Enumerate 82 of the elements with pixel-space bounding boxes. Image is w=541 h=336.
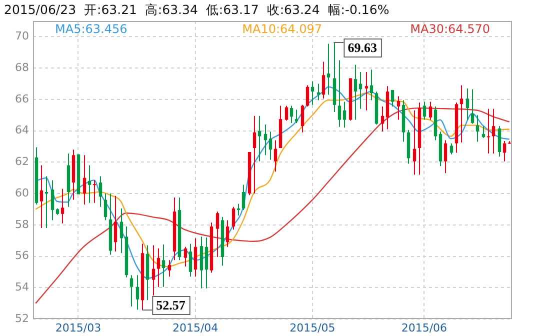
y-tick-label: 54 [15,280,29,294]
candlestick [188,243,192,278]
y-tick-label: 58 [15,218,29,231]
candlestick [460,84,464,144]
x-tick-label: 2015/05 [290,321,336,334]
candlestick [194,238,198,278]
candlestick [120,208,124,254]
candlestick [428,101,432,120]
candlestick [450,142,454,155]
candlestick [492,108,496,154]
candlestick [60,188,64,224]
candlestick [364,71,368,111]
text: MA30:64.570 [410,22,490,36]
candlestick [162,244,166,288]
candlestick [242,184,246,210]
candlestick [82,154,86,206]
candlestick [284,105,288,122]
candlestick [264,124,268,156]
y-tick-label: 68 [15,60,29,74]
candlestick [44,176,48,229]
text: MA10:64.097 [242,22,322,36]
y-tick-label: 66 [15,92,29,106]
candlestick [268,131,272,160]
y-tick-label: 70 [15,30,29,43]
annotation: 69.63 [348,40,378,55]
y-tick-label: 52 [15,312,29,325]
candlestick [342,101,346,128]
candlestick [412,110,416,176]
y-tick-label: 56 [15,249,29,262]
candlestick [338,60,342,128]
candlestick [252,115,256,194]
candlestick [236,203,240,216]
x-tick-label: 2015/04 [172,321,218,334]
candlestick [98,176,102,208]
candlestick [290,105,294,124]
candlestick [354,64,358,120]
candlestick [466,88,470,120]
candlestick [310,80,314,106]
candlestick [502,140,506,162]
candlestick [326,43,330,96]
candlestick [88,164,92,204]
candlestick [130,274,134,307]
candlestick [444,140,448,174]
candlestick [422,101,426,120]
candlestick [370,69,374,101]
candlestick [498,126,502,158]
candlestick [390,90,394,107]
candlestick [322,61,326,100]
y-tick-label: 60 [15,186,29,200]
candlestick [226,220,230,248]
candlestick [152,244,156,296]
x-tick-label: 2015/03 [55,321,102,334]
chart-title: 2015/06/23 开:63.21 高:63.34 低:63.17 收:63.24 幅:-0.16% [4,2,390,19]
candlestick [396,96,400,120]
annotation: 52.57 [156,297,186,312]
candlestick [156,248,160,288]
candlestick [184,246,188,267]
x-tick-label: 2015/06 [401,321,448,334]
text: MA5:63.456 [55,22,128,36]
candlestick [258,115,262,162]
candlestick [306,84,310,107]
candlestick [274,140,278,172]
candlestick [482,126,486,138]
candlestick [300,104,304,133]
candlestick [294,109,298,124]
candlestick [216,211,220,258]
candlestick [50,180,54,221]
y-tick-label: 64 [15,124,29,137]
candlestick [358,71,362,110]
y-tick-label: 62 [15,155,29,168]
candlestick [380,106,384,132]
candlestick [168,260,172,278]
candlestick [232,206,236,230]
candlestick [136,274,140,310]
candlestick [104,193,108,221]
candlestick [114,195,118,252]
candlestick [476,114,480,142]
candlestick [204,236,208,289]
candlestick [486,108,490,154]
candlestick [92,180,96,204]
candlestick [40,164,44,229]
candlestick [470,88,474,124]
